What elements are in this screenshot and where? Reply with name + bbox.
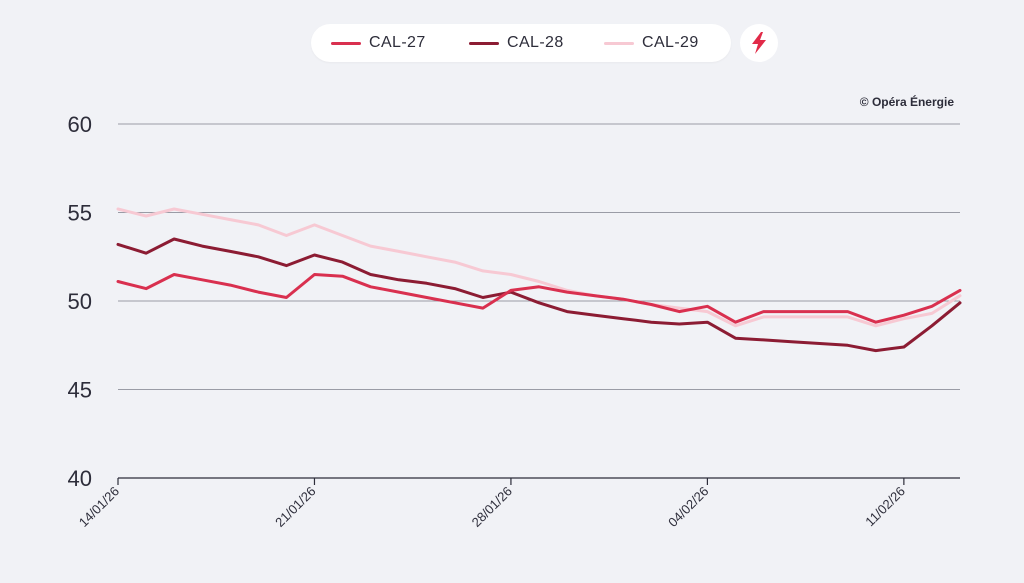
legend: CAL-27 CAL-28 CAL-29 xyxy=(311,24,731,62)
y-tick-label-50: 50 xyxy=(68,289,92,314)
legend-item-cal-28[interactable]: CAL-28 xyxy=(469,24,564,62)
x-tick-label-4: 11/02/26 xyxy=(862,484,908,530)
legend-item-cal-27[interactable]: CAL-27 xyxy=(331,24,426,62)
series-line-cal-28 xyxy=(116,237,962,353)
legend-item-cal-29[interactable]: CAL-29 xyxy=(604,24,699,62)
y-tick-label-60: 60 xyxy=(68,112,92,137)
legend-swatch-cal-28 xyxy=(469,41,499,45)
legend-swatch-cal-27 xyxy=(331,41,361,45)
legend-label-cal-29: CAL-29 xyxy=(642,34,699,51)
series-layer xyxy=(116,207,962,353)
grid-layer xyxy=(118,123,960,390)
legend-swatch-cal-29 xyxy=(604,41,634,45)
lightning-bolt-icon xyxy=(752,32,766,54)
y-tick-label-45: 45 xyxy=(68,378,92,403)
energy-toggle-button[interactable] xyxy=(740,24,778,62)
legend-label-cal-28: CAL-28 xyxy=(507,34,564,51)
series-line-cal-27 xyxy=(116,273,962,324)
x-tick-label-2: 28/01/26 xyxy=(469,484,515,530)
copyright-credit: © Opéra Énergie xyxy=(859,95,954,109)
x-tick-label-3: 04/02/26 xyxy=(665,484,711,530)
y-tick-label-40: 40 xyxy=(68,466,92,491)
y-tick-label-55: 55 xyxy=(68,201,92,226)
series-line-cal-29 xyxy=(116,207,962,328)
legend-label-cal-27: CAL-27 xyxy=(369,34,426,51)
x-tick-label-1: 21/01/26 xyxy=(272,484,318,530)
